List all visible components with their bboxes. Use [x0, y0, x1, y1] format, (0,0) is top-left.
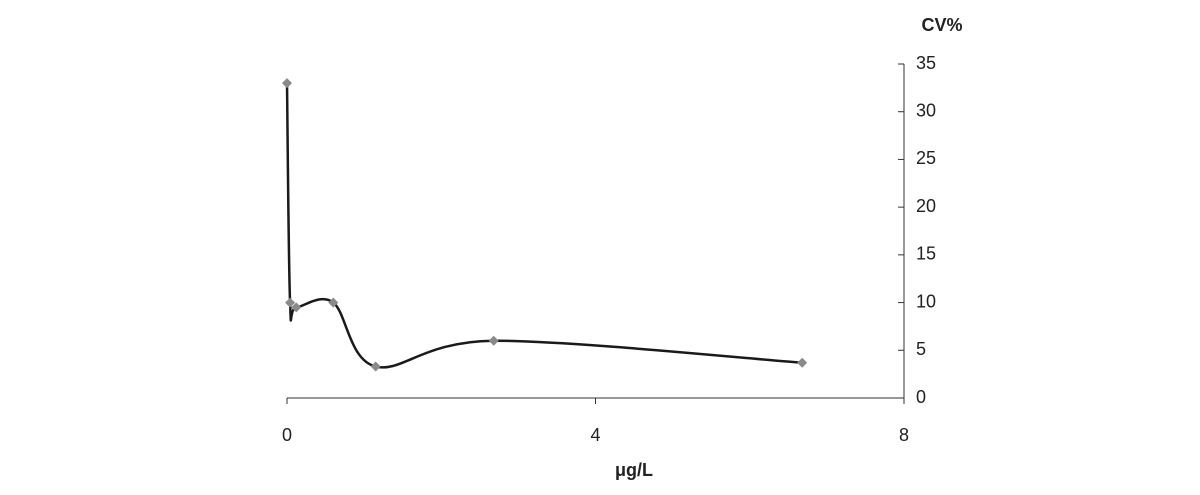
- y-tick-label: 30: [916, 100, 936, 120]
- y-tick-label: 20: [916, 196, 936, 216]
- y-tick-label: 10: [916, 291, 936, 311]
- y-tick-label: 25: [916, 148, 936, 168]
- data-point: [488, 335, 499, 346]
- data-point: [328, 297, 339, 308]
- y-tick-label: 5: [916, 339, 926, 359]
- y-tick-label: 0: [916, 387, 926, 407]
- x-axis-label: μg/L: [615, 460, 653, 480]
- x-tick-label: 0: [282, 425, 292, 445]
- data-point: [291, 302, 302, 313]
- x-tick-label: 8: [899, 425, 909, 445]
- x-tick-label: 4: [590, 425, 600, 445]
- data-line: [285, 83, 803, 369]
- data-point: [285, 297, 296, 308]
- data-point: [282, 78, 292, 89]
- y-tick-label: 35: [916, 53, 936, 73]
- y-axis-label: CV%: [921, 15, 962, 35]
- y-tick-label: 15: [916, 244, 936, 264]
- data-point: [797, 357, 808, 368]
- data-point: [370, 361, 381, 372]
